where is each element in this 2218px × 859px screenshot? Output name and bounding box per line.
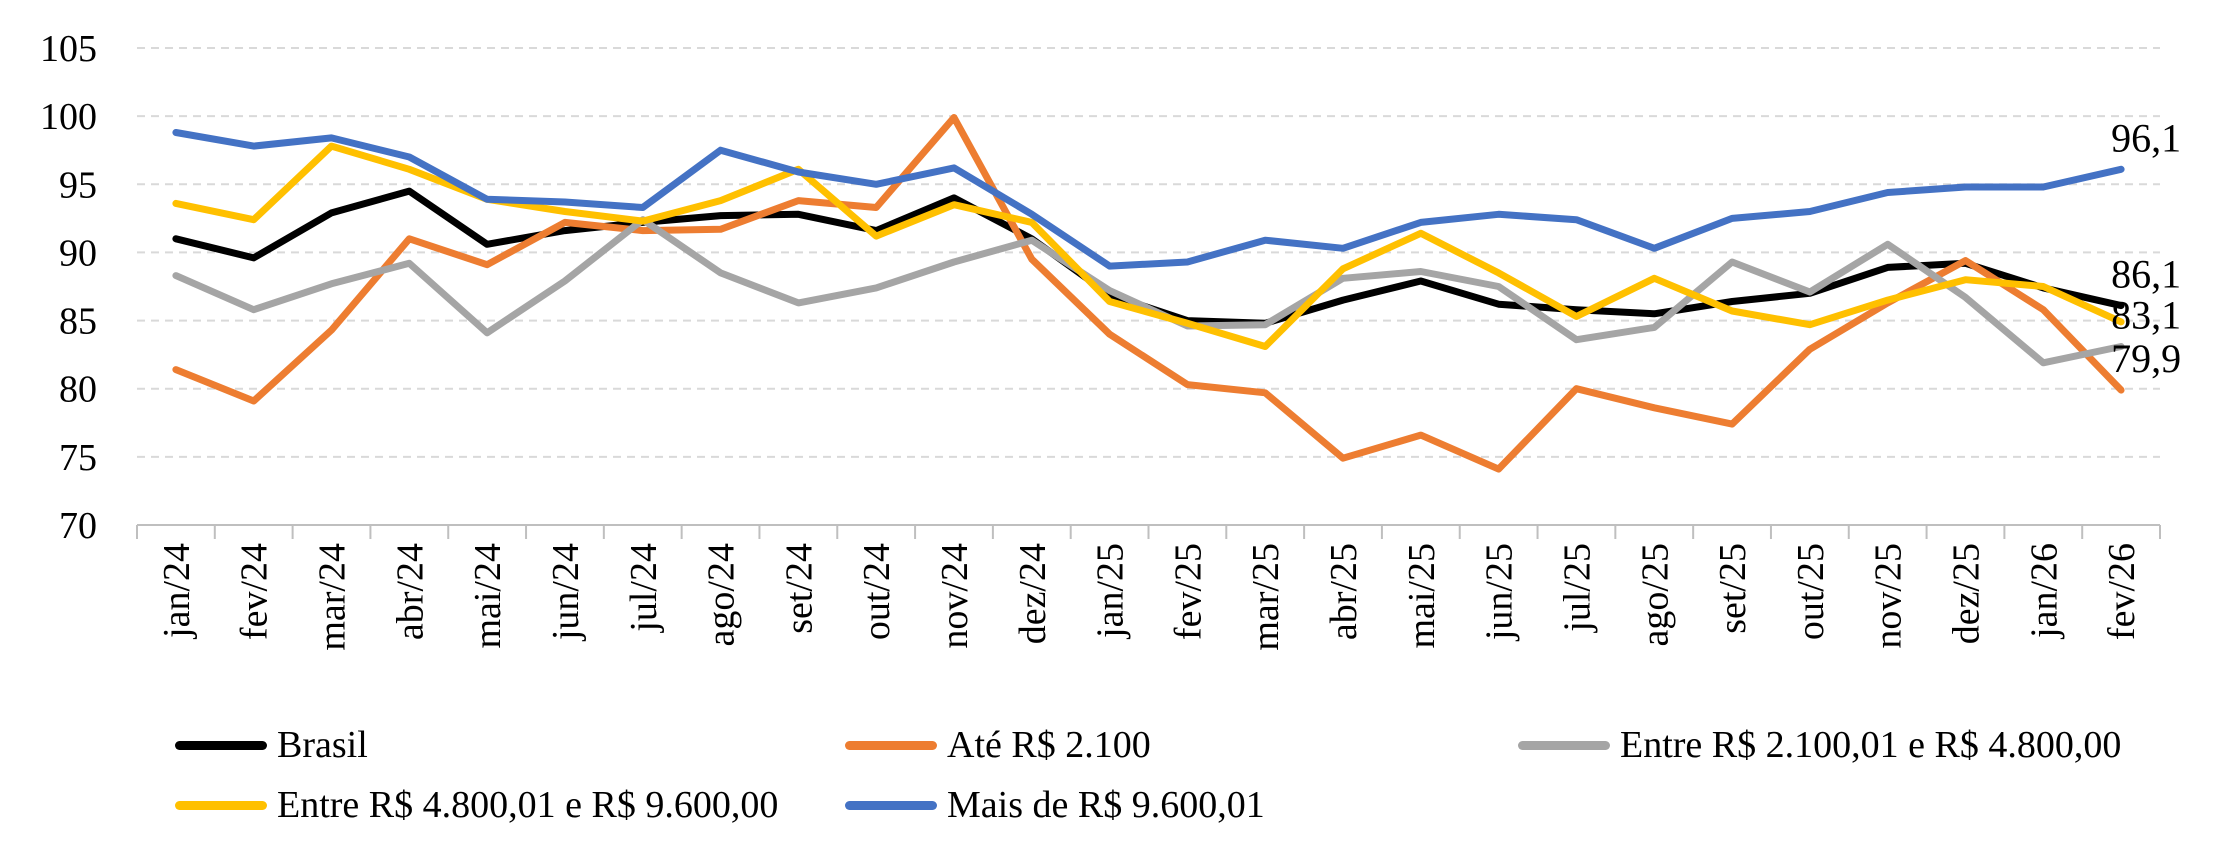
legend-item-4: Mais de R$ 9.600,01 [845,783,1265,827]
legend-swatch-1 [845,740,937,750]
x-tick-label-14: mar/25 [1245,543,1287,651]
x-tick-label-11: dez/24 [1012,543,1054,644]
legend-item-0: Brasil [175,723,368,767]
legend-item-2: Entre R$ 2.100,01 e R$ 4.800,00 [1518,723,2121,767]
x-tick-label-0: jan/24 [156,543,198,640]
y-tick-label-4: 90 [59,232,97,274]
end-value-label-0: 96,1 [2111,115,2181,160]
x-tick-label-17: jun/25 [1479,543,1521,642]
end-value-label-2: 83,1 [2111,292,2181,337]
legend-swatch-4 [845,800,937,810]
series-lines [172,114,2125,473]
x-tick-label-8: set/24 [778,543,820,634]
legend-item-1: Até R$ 2.100 [845,723,1151,767]
legend-label-0: Brasil [277,724,368,766]
y-axis: 70 75 80 85 90 95 100 105 [40,28,97,547]
legend-swatch-3 [175,800,267,810]
x-tick-label-16: mai/25 [1401,543,1443,649]
y-tick-label-7: 105 [40,28,97,70]
x-tick-label-23: dez/25 [1945,543,1987,644]
x-tick-label-6: jul/24 [623,543,665,634]
x-tick-label-10: nov/24 [934,543,976,649]
x-tick-label-25: fev/26 [2101,543,2143,640]
y-tick-label-0: 70 [59,505,97,547]
end-value-labels: 96,1 86,183,179,9 [2111,115,2181,381]
x-tick-label-1: fev/24 [234,543,276,640]
series-line-4 [172,129,2125,270]
x-tick-label-4: mai/24 [467,543,509,649]
x-tick-label-9: out/24 [856,543,898,640]
series-line-2 [172,216,2125,367]
x-tick-label-19: ago/25 [1634,543,1676,646]
x-tick-label-15: abr/25 [1323,543,1365,640]
x-tick-label-3: abr/24 [389,543,431,640]
legend-label-3: Entre R$ 4.800,01 e R$ 9.600,00 [277,784,779,826]
x-tick-label-2: mar/24 [312,543,354,651]
x-tick-label-21: out/25 [1790,543,1832,640]
x-tick-label-7: ago/24 [701,543,743,646]
y-tick-label-5: 95 [59,164,97,206]
legend-label-4: Mais de R$ 9.600,01 [947,784,1265,826]
y-tick-label-1: 75 [59,437,97,479]
series-line-1 [172,114,2125,473]
x-tick-label-22: nov/25 [1868,543,1910,649]
x-tick-label-18: jul/25 [1556,543,1598,634]
end-value-label-1: 86,1 [2111,252,2181,297]
legend-label-1: Até R$ 2.100 [947,724,1151,766]
x-axis: jan/24 fev/24 mar/24 abr/24 mai/24 jun/24 jul/… [136,524,2161,651]
y-tick-label-2: 80 [59,369,97,411]
y-tick-label-6: 100 [40,96,97,138]
legend-label-2: Entre R$ 2.100,01 e R$ 4.800,00 [1620,724,2122,766]
end-value-label-3: 79,9 [2111,336,2181,381]
legend-item-3: Entre R$ 4.800,01 e R$ 9.600,00 [175,783,778,827]
x-tick-label-13: fev/25 [1167,543,1209,640]
x-tick-label-24: jan/26 [2023,543,2065,640]
x-tick-label-12: jan/25 [1090,543,1132,640]
legend-swatch-2 [1518,740,1610,750]
x-tick-label-5: jun/24 [545,543,587,642]
x-tick-label-20: set/25 [1712,543,1754,634]
legend-swatch-0 [175,740,267,750]
y-tick-label-3: 85 [59,301,97,343]
